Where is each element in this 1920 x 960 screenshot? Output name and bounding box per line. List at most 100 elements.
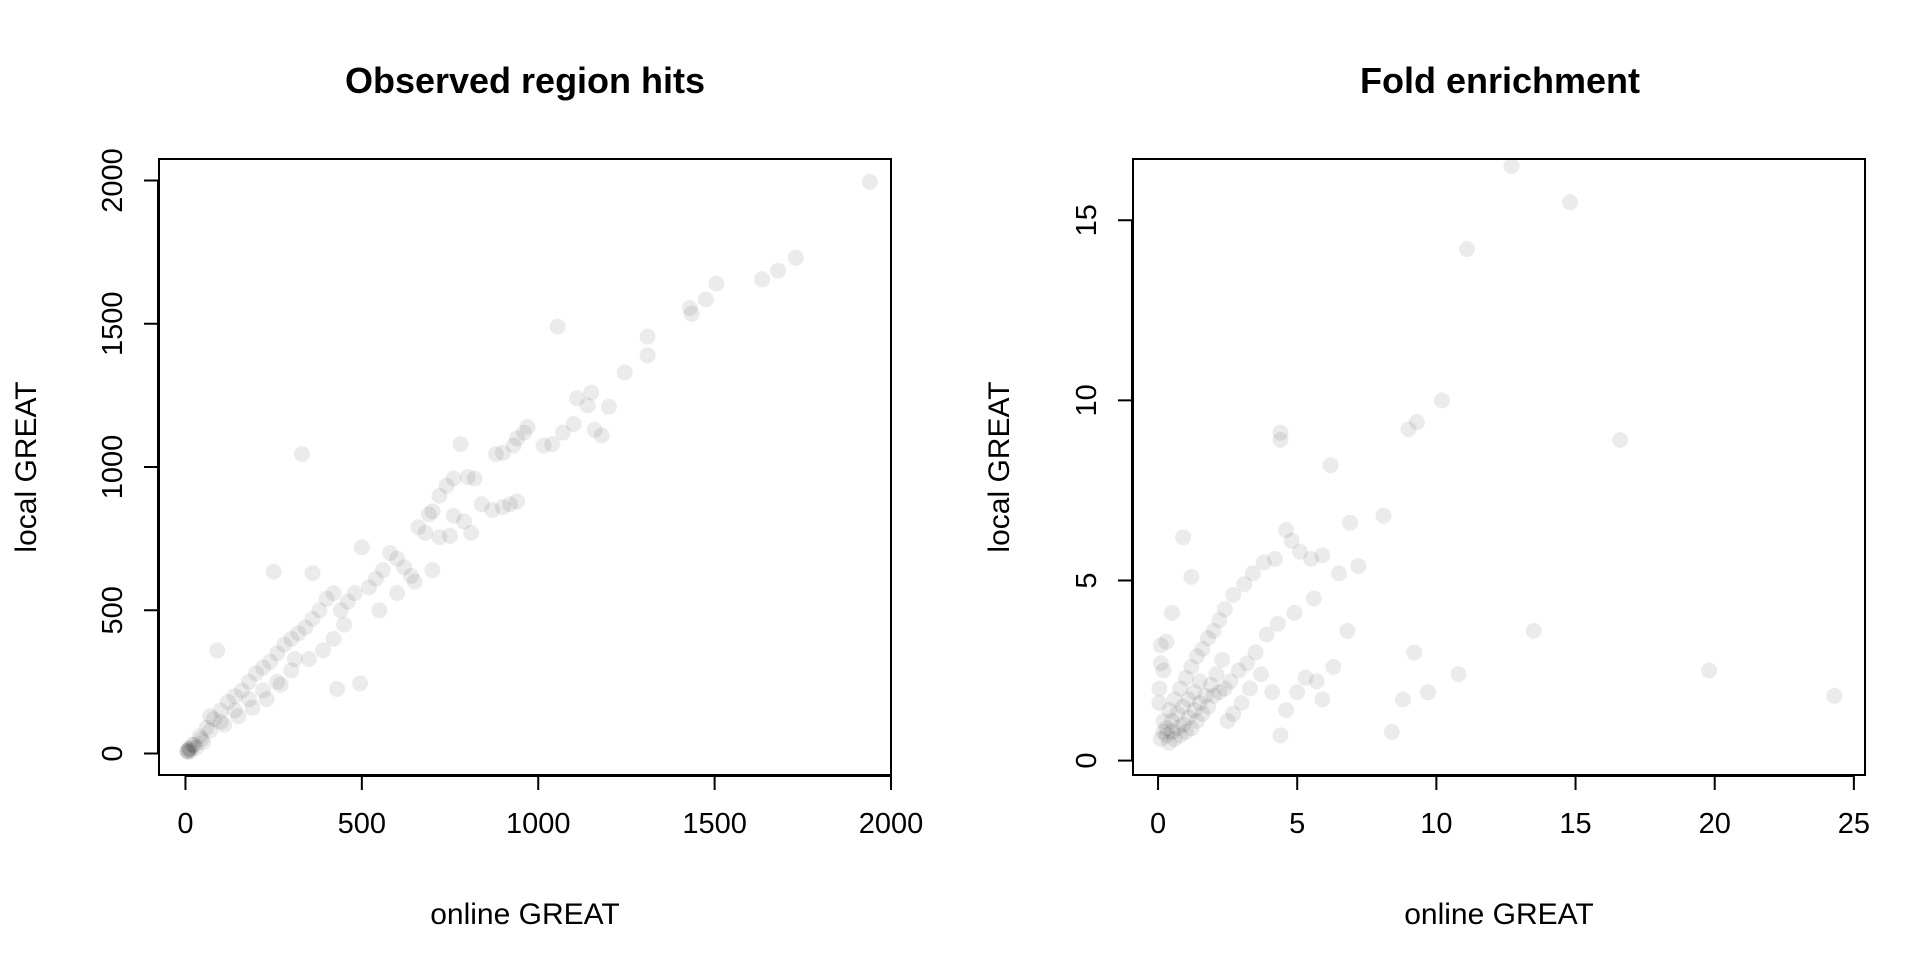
data-point: [1152, 731, 1169, 747]
data-point: [181, 741, 197, 758]
x-tick-label: 500: [338, 808, 386, 840]
data-point: [1208, 666, 1225, 683]
data-point: [445, 470, 462, 487]
data-point: [195, 734, 212, 751]
y-tick-label: 2000: [97, 148, 129, 213]
data-point: [431, 487, 448, 504]
y-tick-label: 1000: [97, 435, 129, 500]
data-point: [304, 610, 321, 627]
data-point: [1253, 666, 1269, 683]
data-point: [311, 602, 328, 619]
data-point: [473, 496, 490, 513]
data-point: [1180, 709, 1197, 726]
points-group: [1151, 158, 1843, 751]
data-point: [1258, 626, 1275, 643]
data-point: [1194, 705, 1211, 722]
data-point: [315, 642, 331, 659]
data-point: [1266, 550, 1283, 567]
data-point: [1278, 702, 1295, 719]
data-point: [1191, 673, 1208, 690]
chart-title: Fold enrichment: [1360, 60, 1640, 101]
data-point: [1155, 713, 1172, 729]
data-point: [226, 688, 243, 705]
data-point: [216, 716, 233, 733]
data-point: [255, 659, 272, 676]
data-point: [697, 291, 714, 308]
data-point: [1247, 644, 1264, 661]
data-point: [1183, 568, 1200, 585]
data-point: [1433, 392, 1450, 409]
y-tick-label: 500: [97, 586, 129, 634]
data-point: [861, 173, 878, 190]
data-point: [456, 513, 473, 530]
data-point: [1297, 669, 1314, 686]
data-point: [286, 651, 303, 667]
data-point: [1164, 604, 1180, 621]
data-point: [519, 418, 536, 435]
data-point: [332, 602, 349, 619]
data-point: [304, 565, 321, 581]
data-point: [1272, 727, 1289, 744]
data-point: [248, 665, 264, 682]
data-point: [516, 424, 533, 441]
data-point: [1244, 565, 1261, 582]
data-point: [1169, 720, 1186, 737]
data-point: [276, 636, 293, 653]
data-point: [1289, 684, 1306, 701]
data-point: [487, 446, 504, 463]
data-point: [1194, 640, 1211, 657]
data-point: [420, 506, 437, 523]
data-point: [484, 502, 501, 518]
data-point: [1205, 622, 1222, 639]
data-point: [1286, 604, 1303, 621]
data-point: [463, 524, 480, 541]
data-point: [495, 444, 511, 461]
data-point: [683, 305, 700, 322]
data-point: [352, 675, 369, 692]
data-point: [180, 744, 197, 761]
data-point: [1189, 648, 1205, 665]
data-point: [1186, 684, 1203, 701]
data-point: [1420, 684, 1436, 701]
data-point: [1205, 687, 1222, 704]
data-point: [1175, 698, 1192, 715]
data-point: [1230, 662, 1247, 679]
data-point: [459, 469, 476, 485]
data-point: [1216, 601, 1233, 618]
data-point: [1164, 723, 1180, 740]
data-point: [226, 702, 243, 719]
data-point: [1166, 731, 1183, 747]
x-tick-label: 15: [1559, 808, 1591, 840]
data-point: [182, 742, 199, 759]
data-point: [1406, 644, 1423, 661]
data-point: [1395, 691, 1411, 708]
data-point: [262, 653, 279, 670]
y-tick-label: 10: [1071, 384, 1103, 416]
data-point: [509, 430, 526, 447]
data-point: [202, 708, 219, 725]
data-point: [336, 616, 353, 633]
data-point: [265, 563, 282, 580]
y-tick-label: 1500: [97, 291, 129, 356]
data-point: [205, 711, 222, 728]
data-point: [283, 662, 300, 679]
data-point: [1236, 576, 1253, 593]
data-point: [1151, 680, 1168, 697]
data-point: [1525, 622, 1542, 639]
data-point: [269, 645, 286, 662]
data-point: [300, 651, 317, 667]
data-point: [1175, 716, 1192, 733]
data-point: [1269, 615, 1286, 632]
data-point: [1562, 194, 1578, 211]
data-point: [1152, 637, 1169, 654]
y-axis: 0 5 10 15: [1071, 204, 1133, 769]
data-point: [241, 673, 257, 690]
data-point: [375, 562, 391, 579]
data-point: [382, 545, 399, 561]
data-point: [1155, 723, 1172, 740]
data-point: [1214, 651, 1231, 668]
data-point: [1191, 695, 1208, 711]
plot-frame: [1132, 158, 1866, 776]
data-point: [1197, 687, 1214, 704]
data-point: [1233, 695, 1250, 711]
